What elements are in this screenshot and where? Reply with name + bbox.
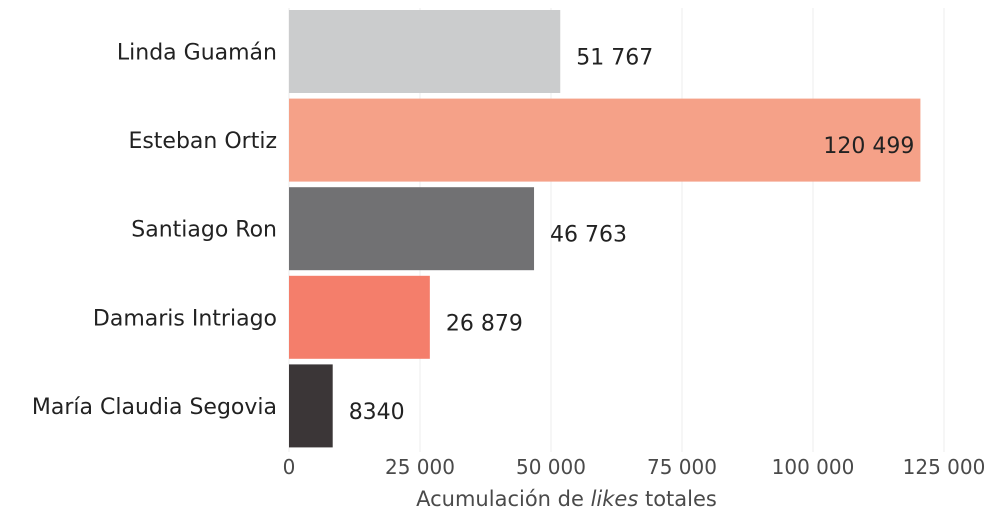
- category-label: Esteban Ortiz: [128, 129, 277, 154]
- bar: [289, 275, 430, 359]
- x-axis-title-suffix: totales: [638, 487, 717, 511]
- bar: [289, 364, 333, 448]
- x-axis-title: Acumulación de likes totales: [416, 487, 717, 511]
- x-tick-label: 0: [283, 455, 296, 479]
- value-label: 26 879: [446, 311, 523, 336]
- value-label: 51 767: [576, 46, 653, 71]
- x-tick-label: 100 000: [772, 455, 855, 479]
- bar: [289, 187, 535, 271]
- x-tick-labels: 0 25 000 50 000 75 000 100 000 125 000: [283, 455, 986, 479]
- value-label: 8340: [349, 400, 405, 425]
- category-labels: Linda Guamán Esteban Ortiz Santiago Ron Dam…: [32, 41, 277, 420]
- x-axis-title-emphasis: likes: [591, 487, 639, 511]
- x-tick-label: 50 000: [516, 455, 586, 479]
- value-label: 46 763: [550, 223, 627, 248]
- x-axis-title-prefix: Acumulación de: [416, 487, 590, 511]
- x-tick-label: 75 000: [647, 455, 717, 479]
- bar: [289, 10, 561, 93]
- category-label: Damaris Intriago: [93, 306, 277, 331]
- x-tick-label: 25 000: [385, 455, 455, 479]
- bar: [289, 98, 921, 182]
- value-labels: 51 767 120 499 46 763 26 879 8340: [349, 46, 915, 425]
- category-label: María Claudia Segovia: [32, 395, 277, 420]
- category-label: Santiago Ron: [131, 218, 277, 243]
- category-label: Linda Guamán: [117, 41, 277, 66]
- bars: [289, 10, 921, 448]
- value-label: 120 499: [823, 134, 914, 159]
- x-tick-label: 125 000: [903, 455, 986, 479]
